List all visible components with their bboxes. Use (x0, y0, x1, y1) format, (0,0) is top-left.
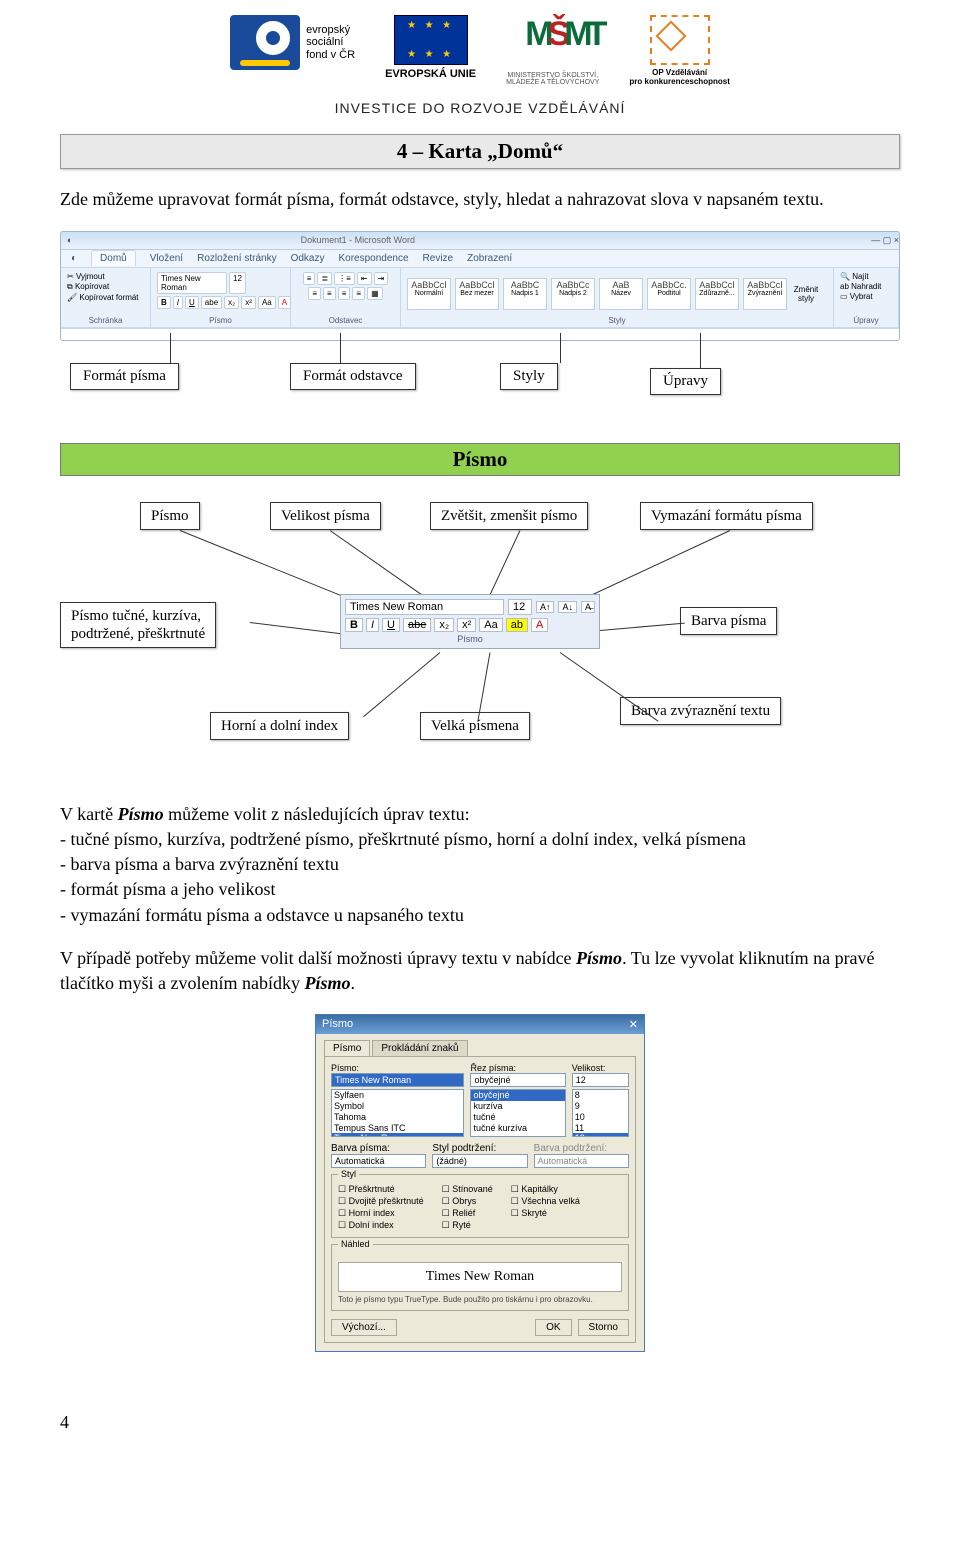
dcall-index: Horní a dolní index (210, 712, 349, 740)
ribbon-tab[interactable]: Revize (423, 253, 454, 264)
font-dialog-screenshot: Písmo ✕ Písmo Prokládání znaků Písmo: Ti… (315, 1014, 645, 1352)
label-velikost: Velikost: (572, 1063, 629, 1073)
callout-styly: Styly (500, 363, 558, 390)
esf-text-3: fond v ČR (306, 49, 355, 62)
msmt-l1: MINISTERSTVO ŠKOLSTVÍ, (507, 72, 598, 79)
label-barva-podtrzeni: Barva podtržení: (534, 1143, 607, 1154)
font-toolbar-mock: Times New Roman 12 A↑A↓A̶ B I U abe x₂ x… (340, 594, 600, 649)
eu-logo: EVROPSKÁ UNIE (385, 15, 476, 80)
check-kapitalky[interactable]: Kapitálky (511, 1184, 580, 1195)
header-logos: evropský sociální fond v ČR EVROPSKÁ UNI… (60, 0, 900, 92)
dcall-velikost: Velikost písma (270, 502, 381, 530)
opvk-l2: pro konkurenceschopnost (629, 77, 729, 86)
change-styles-btn[interactable]: Změnit styly (791, 285, 821, 303)
check-dvojite[interactable]: Dvojitě přeškrtnuté (338, 1196, 424, 1207)
check-obrys[interactable]: Obrys (442, 1196, 493, 1207)
dcall-tucne: Písmo tučné, kurzíva, podtržené, přeškrt… (60, 602, 216, 648)
eu-caption: EVROPSKÁ UNIE (385, 68, 476, 80)
format-painter-btn[interactable]: Kopírovat formát (79, 293, 138, 302)
ribbon-tab[interactable]: Vložení (150, 253, 183, 264)
header-tagline: INVESTICE DO ROZVOJE VZDĚLÁVÁNÍ (60, 92, 900, 134)
ribbon-tab[interactable]: Rozložení stránky (197, 253, 276, 264)
ribbon-tabs: ◐ Domů Vložení Rozložení stránky Odkazy … (61, 250, 899, 268)
page-number: 4 (60, 1412, 900, 1433)
label-barva-pisma: Barva písma: (331, 1143, 390, 1154)
label-styl-podtrzeni: Styl podtržení: (432, 1143, 496, 1154)
toolbar-fontsize[interactable]: 12 (508, 599, 532, 615)
esf-text-1: evropský (306, 24, 355, 37)
select-btn[interactable]: Vybrat (850, 292, 873, 301)
ribbon-tab[interactable]: Odkazy (291, 253, 325, 264)
preview-text: Times New Roman (338, 1262, 622, 1292)
check-ryte[interactable]: Ryté (442, 1220, 493, 1231)
body-paragraph-2: V případě potřeby můžeme volit další mož… (60, 946, 900, 996)
font-name-combo[interactable]: Times New Roman (157, 272, 227, 294)
opvk-l1: OP Vzdělávání (652, 68, 707, 77)
styles-gallery[interactable]: AaBbCcINormální AaBbCcIBez mezer AaBbCNa… (407, 272, 827, 316)
callout-format-odstavce: Formát odstavce (290, 363, 416, 390)
toolbar-fontname[interactable]: Times New Roman (345, 599, 504, 615)
close-icon[interactable]: ✕ (629, 1018, 638, 1031)
combo-barva-pisma[interactable]: Automatická (331, 1154, 426, 1168)
check-vsechna-velka[interactable]: Všechna velká (511, 1196, 580, 1207)
check-preskrtnute[interactable]: Přeškrtnuté (338, 1184, 424, 1195)
group-label: Odstavec (297, 316, 394, 325)
intro-paragraph: Zde můžeme upravovat formát písma, formá… (60, 187, 900, 211)
ribbon-tab-domu[interactable]: Domů (91, 250, 136, 266)
label-rez: Řez písma: (470, 1063, 565, 1073)
body-paragraph-1: V kartě Písmo můžeme volit z následující… (60, 802, 900, 928)
group-label: Schránka (67, 316, 144, 325)
ribbon-window-title: Dokument1 - Microsoft Word (301, 235, 415, 245)
check-stinovane[interactable]: Stínované (442, 1184, 493, 1195)
msmt-logo: MŠMT MINISTERSTVO ŠKOLSTVÍ,MLÁDEŽE A TĚL… (506, 15, 599, 86)
default-button[interactable]: Výchozí... (331, 1319, 397, 1336)
combo-styl-podtrzeni[interactable]: (žádné) (432, 1154, 527, 1168)
section-pismo: Písmo (60, 443, 900, 476)
callout-format-pisma: Formát písma (70, 363, 179, 390)
cancel-button[interactable]: Storno (578, 1319, 629, 1336)
msmt-l2: MLÁDEŽE A TĚLOVÝCHOVY (506, 79, 599, 86)
fieldset-styl: Styl (338, 1169, 359, 1179)
dialog-tab-prokladani[interactable]: Prokládání znaků (372, 1040, 467, 1056)
label-pismo: Písmo: (331, 1063, 464, 1073)
ok-button[interactable]: OK (535, 1319, 571, 1336)
pismo-diagram: Písmo Velikost písma Zvětšit, zmenšit pí… (60, 502, 900, 782)
hint-text: Toto je písmo typu TrueType. Bude použit… (338, 1295, 622, 1304)
dcall-zvetsit: Zvětšit, zmenšit písmo (430, 502, 588, 530)
toolbar-caption: Písmo (345, 634, 595, 644)
font-size-combo[interactable]: 12 (229, 272, 246, 294)
callout-upravy: Úpravy (650, 368, 721, 395)
dcall-pismo: Písmo (140, 502, 200, 530)
dialog-title: Písmo (322, 1018, 353, 1031)
check-dolni-index[interactable]: Dolní index (338, 1220, 424, 1231)
group-label: Úpravy (840, 316, 892, 325)
ribbon-tab[interactable]: Korespondence (338, 253, 408, 264)
dcall-velka: Velká písmena (420, 712, 530, 740)
opvk-logo: OP Vzdělávánípro konkurenceschopnost (629, 15, 729, 87)
check-relief[interactable]: Reliéf (442, 1208, 493, 1219)
dcall-barva: Barva písma (680, 607, 777, 635)
esf-text-2: sociální (306, 36, 355, 49)
input-size[interactable]: 12 (572, 1073, 629, 1087)
ribbon-tab[interactable]: Zobrazení (467, 253, 512, 264)
dialog-tab-pismo[interactable]: Písmo (324, 1040, 370, 1056)
replace-btn[interactable]: Nahradit (851, 282, 881, 291)
find-btn[interactable]: Najít (852, 272, 868, 281)
group-label: Styly (407, 316, 827, 325)
input-font[interactable]: Times New Roman (331, 1073, 464, 1087)
fieldset-nahled: Náhled (338, 1239, 373, 1249)
copy-btn[interactable]: Kopírovat (75, 282, 109, 291)
page-title: 4 – Karta „Domů“ (60, 134, 900, 169)
dcall-vymazani: Vymazání formátu písma (640, 502, 813, 530)
check-skryte[interactable]: Skryté (511, 1208, 580, 1219)
input-rez[interactable]: obyčejné (470, 1073, 565, 1087)
esf-logo: evropský sociální fond v ČR (230, 15, 355, 70)
cut-btn[interactable]: Vyjmout (76, 272, 105, 281)
combo-barva-podtrzeni: Automatická (534, 1154, 629, 1168)
group-label: Písmo (157, 316, 284, 325)
ribbon-callout-row: Formát písma Formát odstavce Styly Úprav… (60, 353, 900, 413)
check-horni-index[interactable]: Horní index (338, 1208, 424, 1219)
word-ribbon-screenshot: ◐ Dokument1 - Microsoft Word — ▢ × ◐ Dom… (60, 231, 900, 341)
